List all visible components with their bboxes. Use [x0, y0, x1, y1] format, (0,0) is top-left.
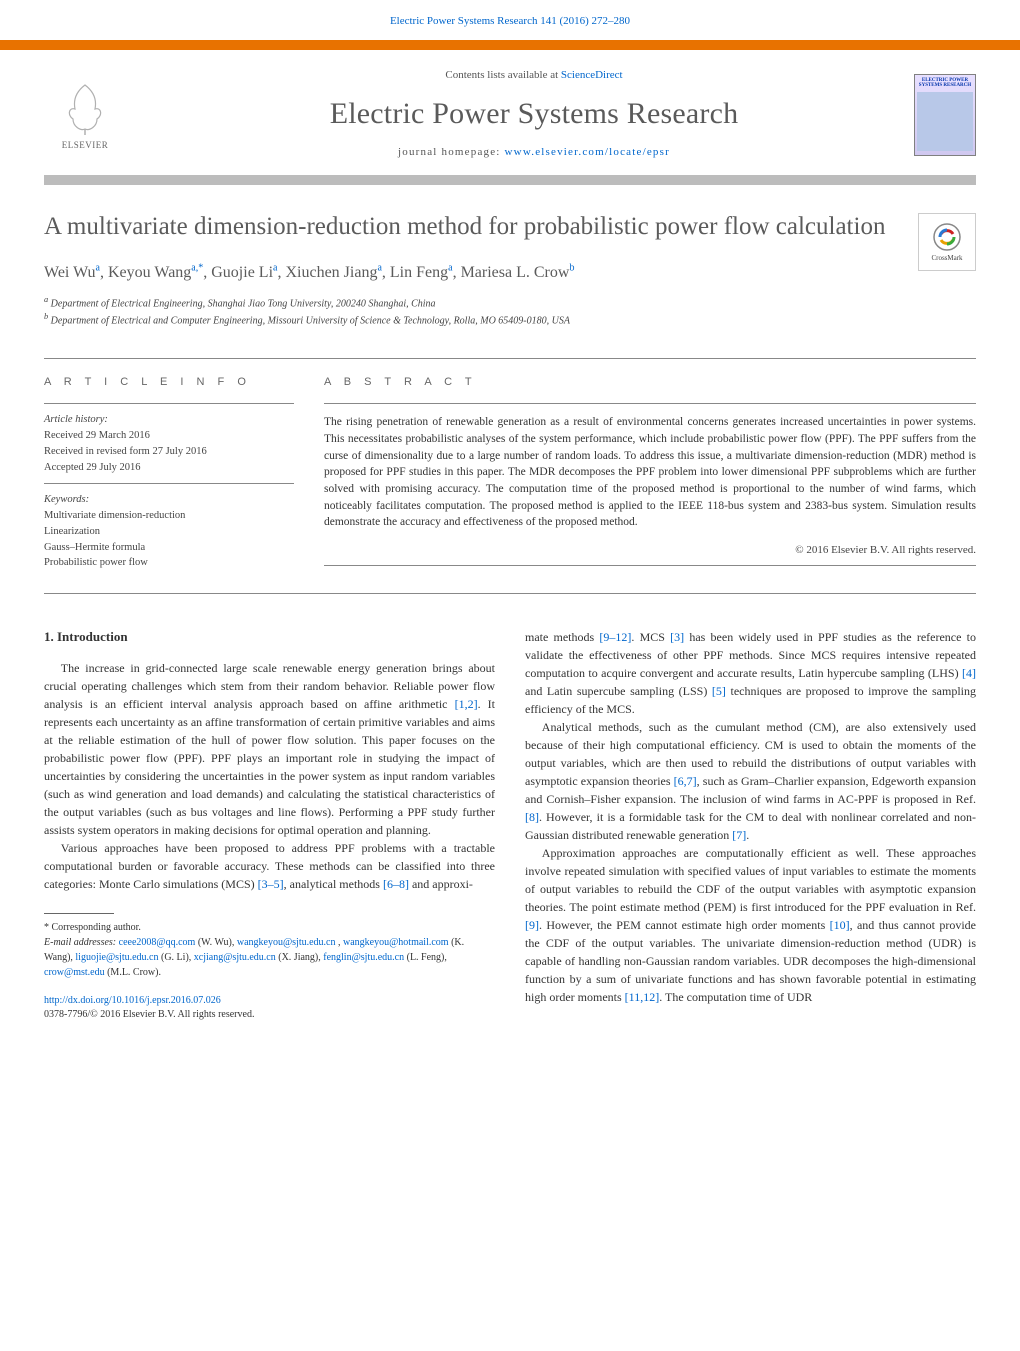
email-link[interactable]: crow@mst.edu — [44, 967, 105, 978]
doi-block: http://dx.doi.org/10.1016/j.epsr.2016.07… — [44, 994, 495, 1022]
footnote-rule — [44, 913, 114, 914]
abstract-text: The rising penetration of renewable gene… — [324, 404, 976, 537]
elsevier-label: ELSEVIER — [62, 139, 109, 152]
para: Analytical methods, such as the cumulant… — [525, 718, 976, 844]
ref-link[interactable]: [7] — [732, 828, 746, 842]
homepage-line: journal homepage: www.elsevier.com/locat… — [154, 145, 914, 161]
contents-prefix: Contents lists available at — [445, 69, 560, 81]
keyword: Multivariate dimension-reduction — [44, 508, 294, 524]
para: mate methods [9–12]. MCS [3] has been wi… — [525, 628, 976, 718]
ref-link[interactable]: [3] — [670, 630, 684, 644]
homepage-prefix: journal homepage: — [398, 146, 505, 158]
received-date: Received 29 March 2016 — [44, 428, 294, 444]
cover-image-placeholder — [917, 92, 973, 151]
ref-link[interactable]: [1,2] — [455, 697, 478, 711]
section-1-heading: 1. Introduction — [44, 628, 495, 647]
ref-link[interactable]: [6,7] — [674, 774, 697, 788]
body-columns: 1. Introduction The increase in grid-con… — [0, 594, 1020, 1042]
journal-name: Electric Power Systems Research — [154, 92, 914, 136]
sciencedirect-link[interactable]: ScienceDirect — [561, 69, 623, 81]
authors: Wei Wua, Keyou Wanga,*, Guojie Lia, Xiuc… — [44, 261, 976, 284]
affiliation-b: b Department of Electrical and Computer … — [44, 311, 976, 328]
ref-link[interactable]: [8] — [525, 810, 539, 824]
top-citation-link[interactable]: Electric Power Systems Research 141 (201… — [390, 15, 630, 27]
para: Various approaches have been proposed to… — [44, 839, 495, 893]
affiliations: a Department of Electrical Engineering, … — [44, 294, 976, 329]
journal-cover-thumbnail: ELECTRIC POWER SYSTEMS RESEARCH — [914, 74, 976, 156]
ref-link[interactable]: [6–8] — [383, 877, 409, 891]
top-journal-name: Electric Power Systems Research — [390, 15, 538, 27]
cover-title: ELECTRIC POWER SYSTEMS RESEARCH — [917, 77, 973, 90]
para: The increase in grid-connected large sca… — [44, 659, 495, 839]
ref-link[interactable]: [9–12] — [599, 630, 631, 644]
ref-link[interactable]: [11,12] — [625, 990, 660, 1004]
top-citation: Electric Power Systems Research 141 (201… — [0, 0, 1020, 40]
abstract-copyright: © 2016 Elsevier B.V. All rights reserved… — [324, 543, 976, 559]
abs-divider-bottom — [324, 565, 976, 566]
top-cite: 141 (2016) 272–280 — [540, 15, 630, 27]
email-link[interactable]: wangkeyou@sjtu.edu.cn — [237, 937, 336, 948]
left-column: 1. Introduction The increase in grid-con… — [44, 628, 495, 1022]
abstract-heading: A B S T R A C T — [324, 375, 976, 391]
right-column: mate methods [9–12]. MCS [3] has been wi… — [525, 628, 976, 1022]
keyword: Probabilistic power flow — [44, 555, 294, 571]
keyword: Linearization — [44, 524, 294, 540]
ref-link[interactable]: [4] — [962, 666, 976, 680]
contents-line: Contents lists available at ScienceDirec… — [154, 68, 914, 84]
para: Approximation approaches are computation… — [525, 844, 976, 1006]
ref-link[interactable]: [10] — [830, 918, 850, 932]
masthead: ELSEVIER Contents lists available at Sci… — [0, 50, 1020, 175]
orange-divider — [0, 40, 1020, 50]
doi-link[interactable]: http://dx.doi.org/10.1016/j.epsr.2016.07… — [44, 995, 221, 1006]
affiliation-a: a Department of Electrical Engineering, … — [44, 294, 976, 311]
keyword: Gauss–Hermite formula — [44, 540, 294, 556]
crossmark-label: CrossMark — [931, 253, 962, 263]
issn-copyright: 0378-7796/© 2016 Elsevier B.V. All right… — [44, 1009, 254, 1020]
email-link[interactable]: fenglin@sjtu.edu.cn — [323, 952, 404, 963]
email-link[interactable]: ceee2008@qq.com — [119, 937, 196, 948]
accepted-date: Accepted 29 July 2016 — [44, 460, 294, 476]
ref-link[interactable]: [5] — [712, 684, 726, 698]
ref-link[interactable]: [3–5] — [258, 877, 284, 891]
email-addresses: E-mail addresses: ceee2008@qq.com (W. Wu… — [44, 935, 495, 980]
email-link[interactable]: liguojie@sjtu.edu.cn — [75, 952, 158, 963]
email-link[interactable]: wangkeyou@hotmail.com — [343, 937, 449, 948]
ref-link[interactable]: [9] — [525, 918, 539, 932]
article-info-heading: A R T I C L E I N F O — [44, 375, 294, 391]
revised-date: Received in revised form 27 July 2016 — [44, 444, 294, 460]
gray-divider — [44, 175, 976, 185]
keywords-label: Keywords: — [44, 492, 294, 508]
homepage-link[interactable]: www.elsevier.com/locate/epsr — [505, 146, 670, 158]
email-link[interactable]: xcjiang@sjtu.edu.cn — [194, 952, 276, 963]
crossmark-icon — [931, 221, 963, 253]
elsevier-logo: ELSEVIER — [44, 74, 126, 156]
history-label: Article history: — [44, 412, 294, 428]
elsevier-tree-icon — [55, 77, 115, 137]
article-title: A multivariate dimension-reduction metho… — [44, 211, 976, 242]
corresponding-author: * Corresponding author. — [44, 920, 495, 935]
crossmark-badge[interactable]: CrossMark — [918, 213, 976, 271]
